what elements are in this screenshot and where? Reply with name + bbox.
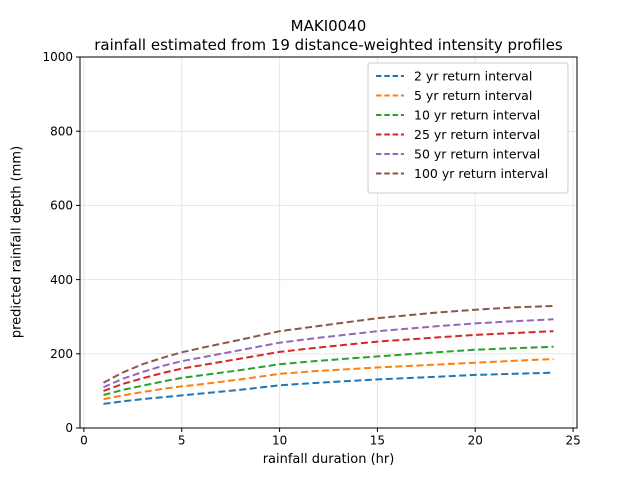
x-tick-label: 25 <box>565 434 580 448</box>
series-line-50yr <box>103 318 554 389</box>
legend-label: 2 yr return interval <box>414 68 532 83</box>
series-line-2yr <box>103 371 554 405</box>
x-tick-label: 0 <box>80 434 88 448</box>
x-tick-label: 20 <box>468 434 483 448</box>
y-tick-label: 400 <box>50 273 73 287</box>
y-axis-label: predicted rainfall depth (mm) <box>9 145 25 339</box>
y-tick-label: 600 <box>50 199 73 213</box>
series-line-10yr <box>103 345 554 396</box>
x-tick-label: 15 <box>370 434 385 448</box>
x-tick-label: 5 <box>178 434 186 448</box>
legend-label: 10 yr return interval <box>414 107 540 122</box>
y-tick-label: 200 <box>50 347 73 361</box>
series-line-100yr <box>103 304 554 384</box>
legend-label: 50 yr return interval <box>414 146 540 161</box>
legend-label: 100 yr return interval <box>414 166 548 181</box>
y-tick-label: 800 <box>50 124 73 138</box>
legend-label: 25 yr return interval <box>414 127 540 142</box>
chart-title: MAKI0040 <box>290 17 367 35</box>
chart-subtitle: rainfall estimated from 19 distance-weig… <box>94 36 563 54</box>
legend-label: 5 yr return interval <box>414 88 532 103</box>
y-tick-label: 0 <box>65 421 73 435</box>
y-tick-label: 1000 <box>42 50 73 64</box>
series-line-5yr <box>103 358 554 401</box>
x-axis-label: rainfall duration (hr) <box>262 452 395 467</box>
x-tick-label: 10 <box>272 434 287 448</box>
legend-box <box>367 62 569 194</box>
axes-spines <box>79 56 578 429</box>
series-line-25yr <box>103 330 554 392</box>
